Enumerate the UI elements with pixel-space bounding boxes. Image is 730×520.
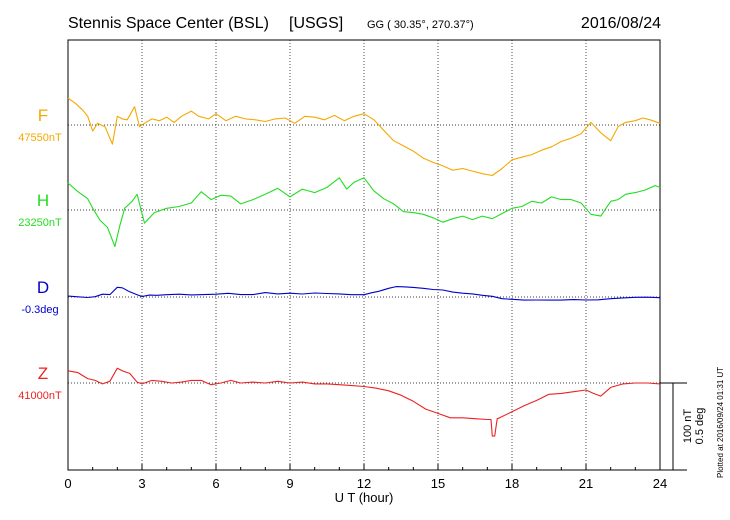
agency-label: [USGS] — [289, 15, 343, 32]
series-baseline-F: 47550nT — [18, 132, 62, 144]
vertical-gridlines — [141, 40, 587, 470]
series-labels: F 47550nT H 23250nT D -0.3deg Z 41000nT — [18, 106, 62, 402]
coordinates-label: GG ( 30.35°, 270.37°) — [367, 19, 474, 31]
series-line-D — [67, 286, 661, 301]
date-label: 2016/08/24 — [581, 15, 661, 32]
series-name-F: F — [38, 106, 48, 125]
scale-deg-label: 0.5 deg — [694, 408, 706, 445]
series-baseline-D: -0.3deg — [21, 304, 58, 316]
series-line-H — [67, 177, 661, 248]
series-baseline-H: 23250nT — [18, 217, 62, 229]
tick-label-9: 9 — [286, 476, 293, 491]
x-axis-ticks: 0 3 6 9 12 15 18 21 24 — [64, 464, 667, 491]
series-name-Z: Z — [38, 364, 48, 383]
tick-label-12: 12 — [357, 476, 371, 491]
station-title: Stennis Space Center (BSL) — [68, 15, 269, 32]
plotted-timestamp: Plotted at 2016/09/24 01:31 UT — [716, 367, 725, 478]
plot-frame — [67, 39, 661, 471]
tick-label-6: 6 — [212, 476, 219, 491]
series-lines — [67, 97, 661, 437]
scale-bar: 100 nT 0.5 deg — [660, 382, 706, 471]
scale-nt-label: 100 nT — [682, 409, 694, 444]
series-name-H: H — [37, 191, 49, 210]
series-name-D: D — [37, 278, 49, 297]
tick-label-18: 18 — [505, 476, 519, 491]
tick-label-21: 21 — [579, 476, 593, 491]
tick-label-0: 0 — [64, 476, 71, 491]
series-line-F — [67, 97, 661, 177]
series-baseline-Z: 41000nT — [18, 390, 62, 402]
tick-label-24: 24 — [653, 476, 667, 491]
tick-label-15: 15 — [431, 476, 445, 491]
tick-label-3: 3 — [138, 476, 145, 491]
x-axis-label: U T (hour) — [335, 490, 394, 505]
series-line-Z — [67, 367, 661, 437]
